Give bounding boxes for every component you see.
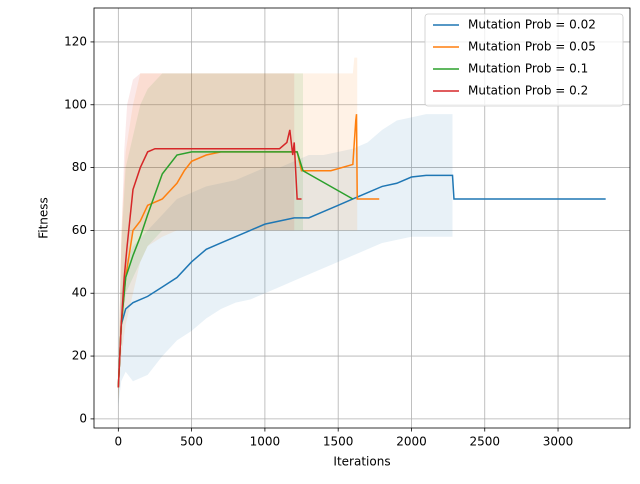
y-tick-label: 0: [79, 411, 87, 425]
y-tick-label: 60: [72, 223, 87, 237]
legend-label: Mutation Prob = 0.05: [468, 40, 596, 54]
y-tick-label: 40: [72, 286, 87, 300]
y-tick-label: 120: [64, 34, 87, 48]
legend-box: [424, 13, 624, 107]
confidence-band: [118, 73, 295, 404]
x-tick-label: 500: [180, 435, 203, 449]
confidence-band: [118, 114, 453, 407]
confidence-band: [118, 73, 304, 404]
x-tick-label: 2500: [469, 435, 500, 449]
legend-label: Mutation Prob = 0.1: [468, 62, 588, 76]
y-tick-label: 100: [64, 97, 87, 111]
x-tick-label: 0: [115, 435, 123, 449]
x-axis-label: Iterations: [333, 455, 390, 469]
x-tick-label: 3000: [543, 435, 574, 449]
plot-frame: [93, 7, 631, 429]
series-line: [117, 174, 606, 388]
x-tick-label: 2000: [396, 435, 427, 449]
series-line: [117, 129, 302, 388]
confidence-band: [118, 57, 358, 404]
x-tick-label: 1500: [323, 435, 354, 449]
y-tick-label: 20: [72, 349, 87, 363]
x-tick-label: 1000: [250, 435, 281, 449]
legend-label: Mutation Prob = 0.02: [468, 18, 596, 32]
legend-label: Mutation Prob = 0.2: [468, 84, 588, 98]
series-line: [117, 151, 354, 388]
y-axis-label: Fitness: [37, 197, 51, 239]
y-tick-label: 80: [72, 160, 87, 174]
